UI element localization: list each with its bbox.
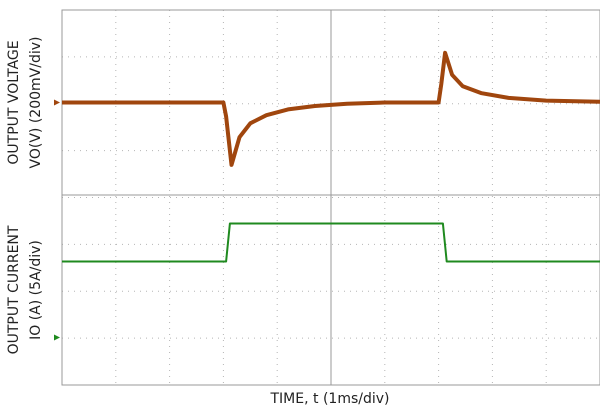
reference-marker xyxy=(54,334,60,341)
reference-marker xyxy=(54,99,60,106)
trace xyxy=(62,222,600,263)
y-axis-label: OUTPUT CURRENT xyxy=(6,225,22,354)
y-axis-label: OUTPUT VOLTAGE xyxy=(6,40,22,164)
y-axis-label: IO (A) (5A/div) xyxy=(28,240,44,340)
x-axis-label: TIME, t (1ms/div) xyxy=(270,391,390,407)
y-axis-label: VO(V) (200mV/div) xyxy=(28,37,44,169)
trace xyxy=(62,50,600,167)
